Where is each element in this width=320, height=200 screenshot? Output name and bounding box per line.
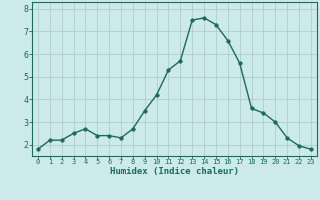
X-axis label: Humidex (Indice chaleur): Humidex (Indice chaleur) [110,167,239,176]
